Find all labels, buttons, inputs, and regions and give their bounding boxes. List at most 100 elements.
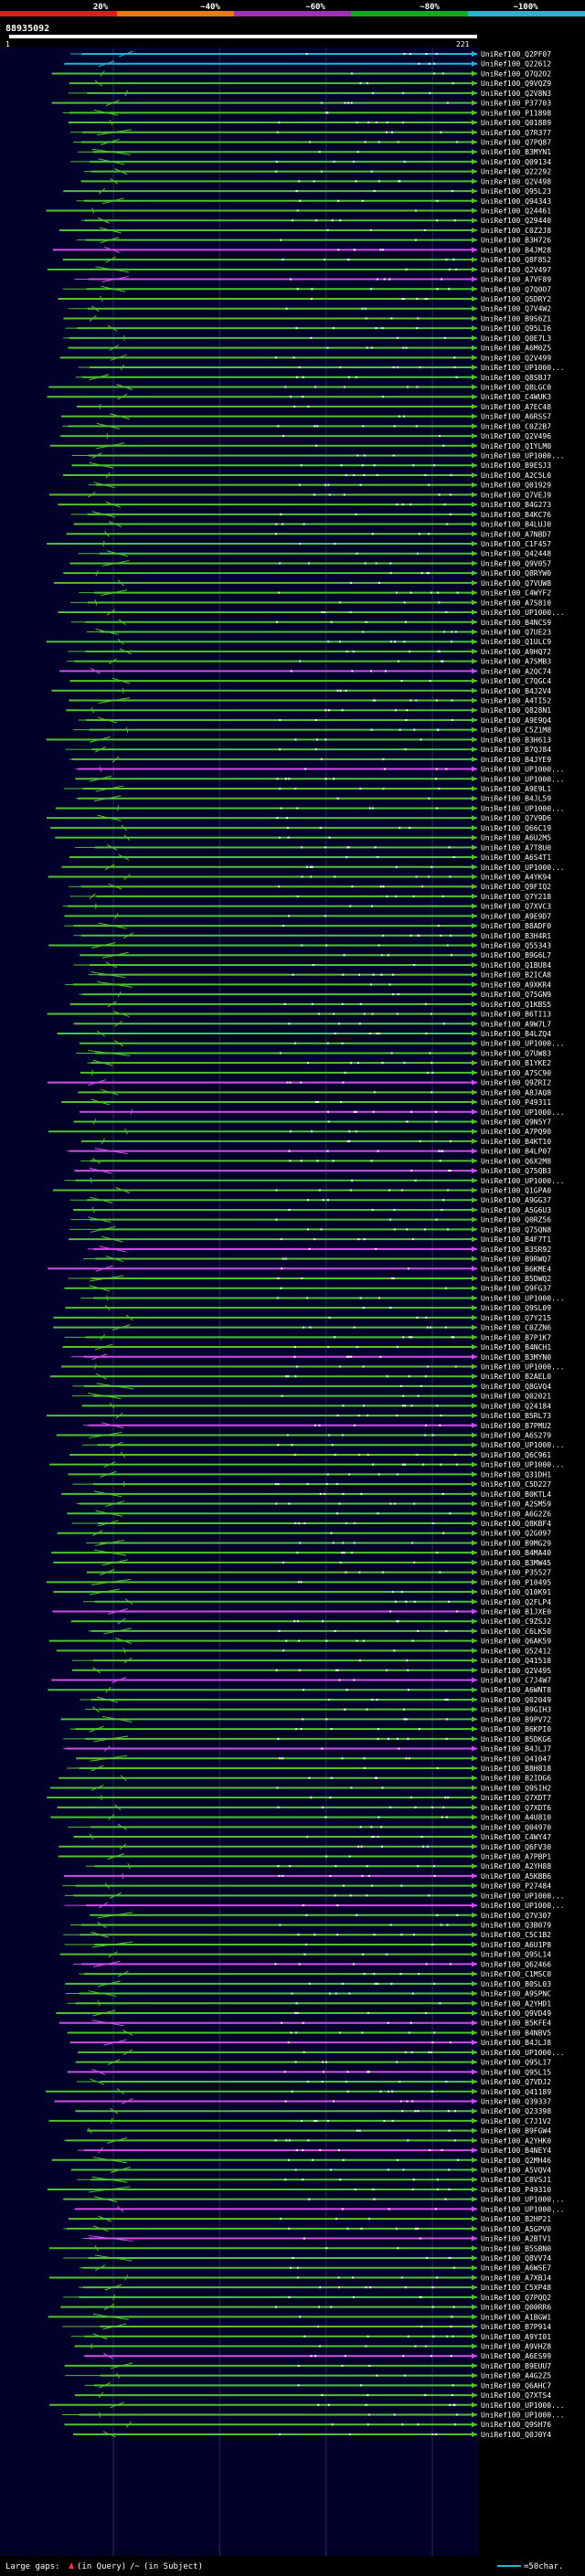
gap-dot bbox=[453, 2110, 456, 2113]
hit-row bbox=[47, 393, 477, 400]
hit-tick bbox=[109, 1403, 115, 1409]
hit-label: UniRef100_C7J1V2 bbox=[481, 2117, 551, 2125]
gap-dot bbox=[329, 1797, 332, 1799]
gap-dot bbox=[359, 1002, 362, 1005]
hit-label: UniRef100_UP1000... bbox=[481, 766, 565, 774]
gap-dot bbox=[278, 591, 281, 594]
gap-dot bbox=[362, 1639, 365, 1642]
hit-tick bbox=[98, 922, 127, 929]
gap-dot bbox=[303, 1953, 306, 1956]
gap-dot bbox=[326, 2119, 329, 2122]
hit-label: UniRef100_P49311 bbox=[481, 1098, 551, 1107]
gap-dot bbox=[368, 807, 371, 810]
hit-label: UniRef100_B4JYE9 bbox=[481, 756, 551, 764]
gap-dot bbox=[349, 1894, 352, 1897]
hit-tick bbox=[107, 324, 118, 332]
hit-row bbox=[65, 981, 477, 988]
hit-tick bbox=[107, 1001, 117, 1008]
hit-row bbox=[64, 1333, 477, 1341]
hit-row bbox=[49, 1373, 477, 1380]
gap-dot bbox=[417, 2423, 420, 2426]
gap-dot bbox=[355, 1110, 357, 1113]
gap-dot bbox=[358, 1571, 361, 1574]
gap-dot bbox=[339, 1561, 342, 1564]
gap-dot bbox=[375, 122, 378, 124]
gap-dot bbox=[371, 1884, 374, 1887]
gap-dot bbox=[347, 376, 350, 378]
hit-end-arrow-icon bbox=[472, 2186, 477, 2192]
gap-dot bbox=[304, 768, 307, 770]
hit-end-arrow-icon bbox=[472, 2108, 477, 2115]
gap-dot bbox=[328, 1992, 331, 1995]
hit-label: UniRef100_A6U2M5 bbox=[481, 834, 551, 843]
hit-label: UniRef100_B0KTL4 bbox=[481, 1490, 551, 1499]
gap-dot bbox=[431, 2286, 434, 2289]
gap-dot bbox=[342, 2158, 345, 2161]
hit-label: UniRef100_Q7V4W2 bbox=[481, 305, 551, 313]
gap-dot bbox=[308, 1982, 311, 1985]
gap-dot bbox=[434, 778, 437, 780]
hit-tick bbox=[88, 1216, 112, 1224]
hit-row bbox=[49, 1461, 477, 1468]
hit-end-arrow-icon bbox=[472, 1481, 477, 1488]
hit-tick bbox=[104, 864, 115, 871]
gap-dot bbox=[334, 1629, 336, 1632]
hit-end-arrow-icon bbox=[472, 227, 477, 233]
gap-dot bbox=[300, 1581, 303, 1584]
hit-tick bbox=[110, 354, 127, 361]
hit-end-arrow-icon bbox=[472, 2274, 477, 2281]
hit-label: UniRef100_UP1000... bbox=[481, 1108, 565, 1117]
hit-row bbox=[87, 2127, 477, 2134]
gap-dot bbox=[360, 1845, 363, 1848]
gap-dot bbox=[282, 1757, 284, 1760]
gap-dot bbox=[297, 2384, 300, 2387]
gap-dot bbox=[441, 895, 444, 897]
hit-row bbox=[48, 1128, 477, 1135]
hit-row bbox=[53, 1559, 477, 1566]
gap-dot bbox=[282, 523, 284, 525]
hit-label: UniRef100_A9HQ72 bbox=[481, 648, 551, 656]
gap-dot bbox=[456, 591, 459, 594]
hit-end-arrow-icon bbox=[472, 296, 477, 302]
hit-row bbox=[69, 129, 477, 136]
hit-tick bbox=[120, 1775, 127, 1782]
gap-dot bbox=[382, 934, 385, 937]
hit-end-arrow-icon bbox=[472, 178, 477, 185]
gap-dot bbox=[441, 1492, 444, 1495]
gap-dot bbox=[406, 1659, 409, 1662]
gap-dot bbox=[431, 865, 433, 868]
gap-dot bbox=[278, 122, 281, 124]
hit-row bbox=[57, 1030, 477, 1037]
hit-label: UniRef100_A6WNT8 bbox=[481, 1686, 551, 1694]
hit-row bbox=[69, 853, 477, 861]
hit-label: UniRef100_A5KBB6 bbox=[481, 1872, 551, 1881]
gap-dot bbox=[405, 1757, 408, 1760]
hit-label: UniRef100_C5Z1M8 bbox=[481, 726, 551, 735]
gap-dot bbox=[324, 846, 326, 849]
gap-dot bbox=[341, 2364, 344, 2367]
hit-end-arrow-icon bbox=[472, 1011, 477, 1017]
gap-dot bbox=[284, 778, 287, 780]
gap-dot bbox=[310, 875, 313, 878]
gap-dot bbox=[346, 2071, 349, 2073]
gap-dot bbox=[438, 788, 441, 790]
hit-label: UniRef100_Q9VD49 bbox=[481, 2009, 551, 2018]
gap-dot bbox=[305, 53, 308, 55]
hit-label: UniRef100_Q7XVC3 bbox=[481, 903, 551, 911]
hit-end-arrow-icon bbox=[472, 1863, 477, 1870]
hit-end-arrow-icon bbox=[472, 1872, 477, 1879]
gap-dot bbox=[336, 1669, 339, 1671]
gap-dot bbox=[282, 1257, 284, 1260]
gap-dot bbox=[417, 1865, 420, 1868]
hit-label: UniRef100_B7P1K7 bbox=[481, 1333, 551, 1341]
gap-dot bbox=[437, 591, 440, 594]
hit-end-arrow-icon bbox=[472, 2117, 477, 2124]
gap-dot bbox=[417, 2110, 420, 2113]
hit-label: UniRef100_UP1000... bbox=[481, 2412, 565, 2420]
hit-tick bbox=[90, 667, 101, 674]
hit-row bbox=[63, 187, 477, 195]
hit-tick bbox=[118, 619, 126, 626]
gap-dot bbox=[365, 317, 367, 320]
gap-dot bbox=[299, 1542, 302, 1544]
gap-dot bbox=[320, 101, 323, 104]
